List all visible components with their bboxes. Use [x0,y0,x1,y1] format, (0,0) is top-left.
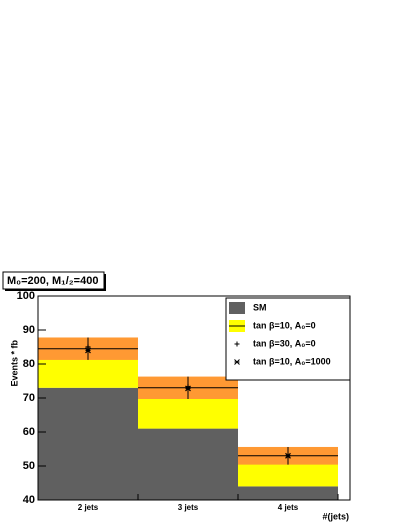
background-bar [238,486,338,500]
legend-box [225,297,351,381]
legend-label: tan β=10, A₀=0 [253,320,316,330]
x-tick-label: 2 jets [78,503,99,512]
marker [285,452,291,459]
y-tick-label: 80 [23,358,35,370]
legend-marker [234,359,240,365]
marker [85,347,91,354]
background-bar [38,387,138,500]
x-axis-label: #(jets) [322,511,349,521]
legend-label: tan β=30, A₀=0 [253,338,316,348]
marker [85,344,91,350]
y-tick-label: 60 [23,426,35,438]
legend-marker [234,341,240,347]
y-tick-label: 40 [23,494,35,506]
marker [185,385,191,392]
chart-title: M₀=200, M₁/₂=400 [7,275,98,287]
y-tick-label: 70 [23,392,35,404]
legend-label: tan β=10, A₀=1000 [253,356,331,366]
legend-swatch [229,302,245,314]
x-tick-label: 3 jets [178,503,199,512]
background-bar [138,428,238,500]
y-tick-label: 100 [17,290,35,302]
legend-label: SM [253,302,267,312]
x-tick-label: 4 jets [278,503,299,512]
legend: SM tan β=10, A₀=0 tan β=30, A₀=0 tan β=10, … [225,297,351,381]
y-tick-label: 90 [23,324,35,336]
plot-area [38,337,338,500]
title-box [2,271,105,290]
y-axis-label: Events * fb [9,340,19,387]
y-tick-label: 50 [23,460,35,472]
